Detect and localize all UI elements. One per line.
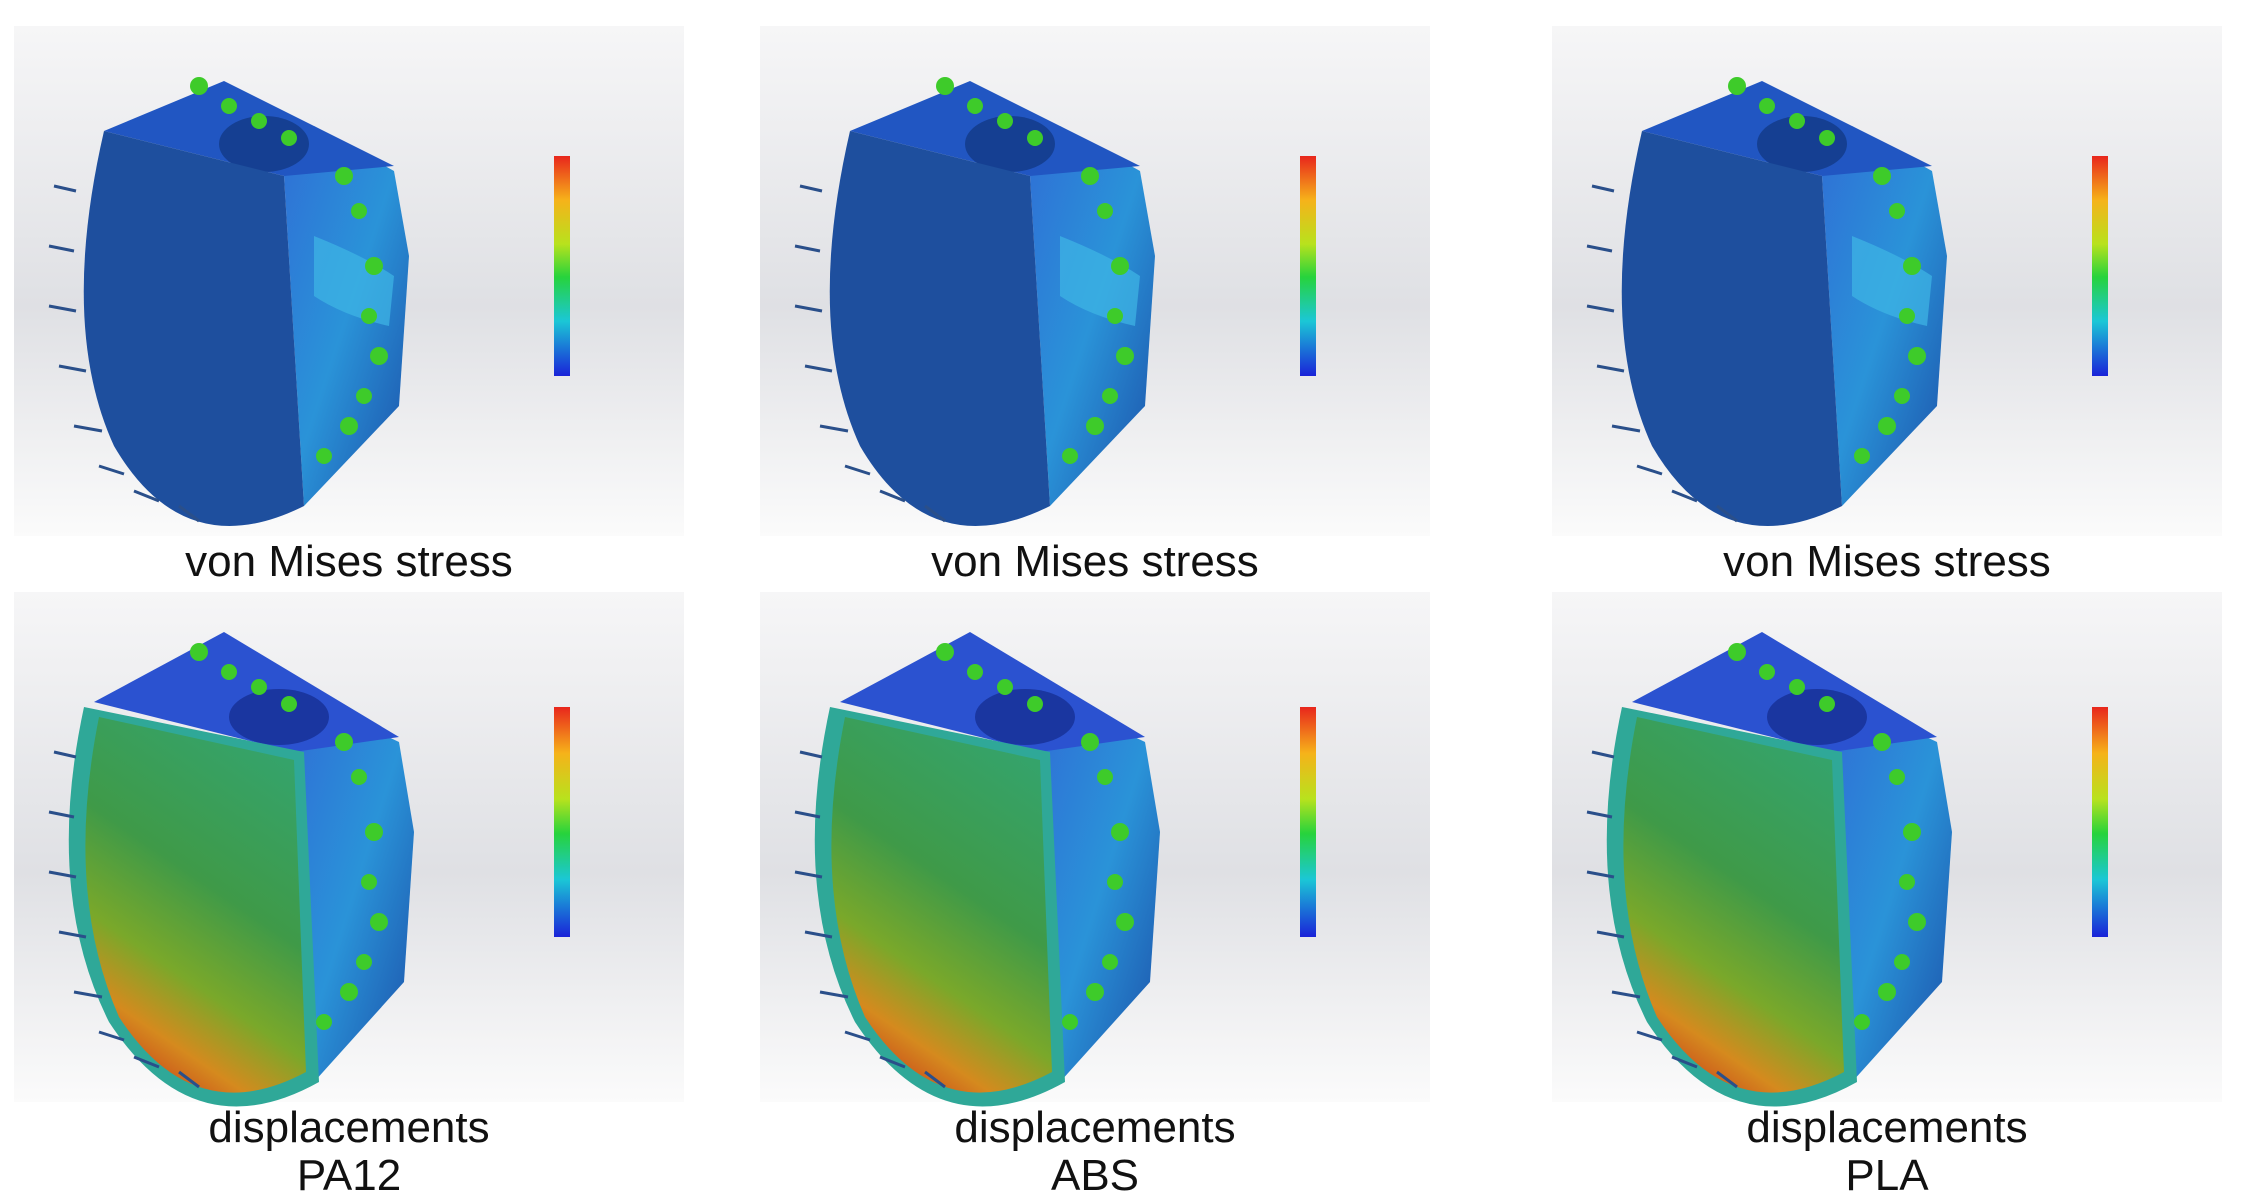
- material-label: PA12: [297, 1151, 401, 1197]
- stress-caption: von Mises stress: [1723, 537, 2051, 586]
- displacement-render: [14, 592, 684, 1107]
- material-label: ABS: [1051, 1151, 1139, 1197]
- displacement-model: [14, 592, 684, 1107]
- displacement-caption: displacements: [1746, 1103, 2027, 1152]
- stress-model: [1552, 26, 2222, 536]
- stress-model: [14, 26, 684, 536]
- displacement-model: [760, 592, 1430, 1107]
- stress-render: [760, 26, 1430, 536]
- displacement-caption: displacements: [954, 1103, 1235, 1152]
- stress-render: [1552, 26, 2222, 536]
- stress-caption: von Mises stress: [931, 537, 1259, 586]
- stress-render: [14, 26, 684, 536]
- displacement-model: [1552, 592, 2222, 1107]
- stress-caption: von Mises stress: [185, 537, 513, 586]
- displacement-caption: displacements: [208, 1103, 489, 1152]
- displacement-render: [760, 592, 1430, 1107]
- stress-model: [760, 26, 1430, 536]
- material-label: PLA: [1845, 1151, 1929, 1197]
- displacement-render: [1552, 592, 2222, 1107]
- figure: von Mises stressdisplacementsPA12von Mis…: [0, 0, 2243, 1197]
